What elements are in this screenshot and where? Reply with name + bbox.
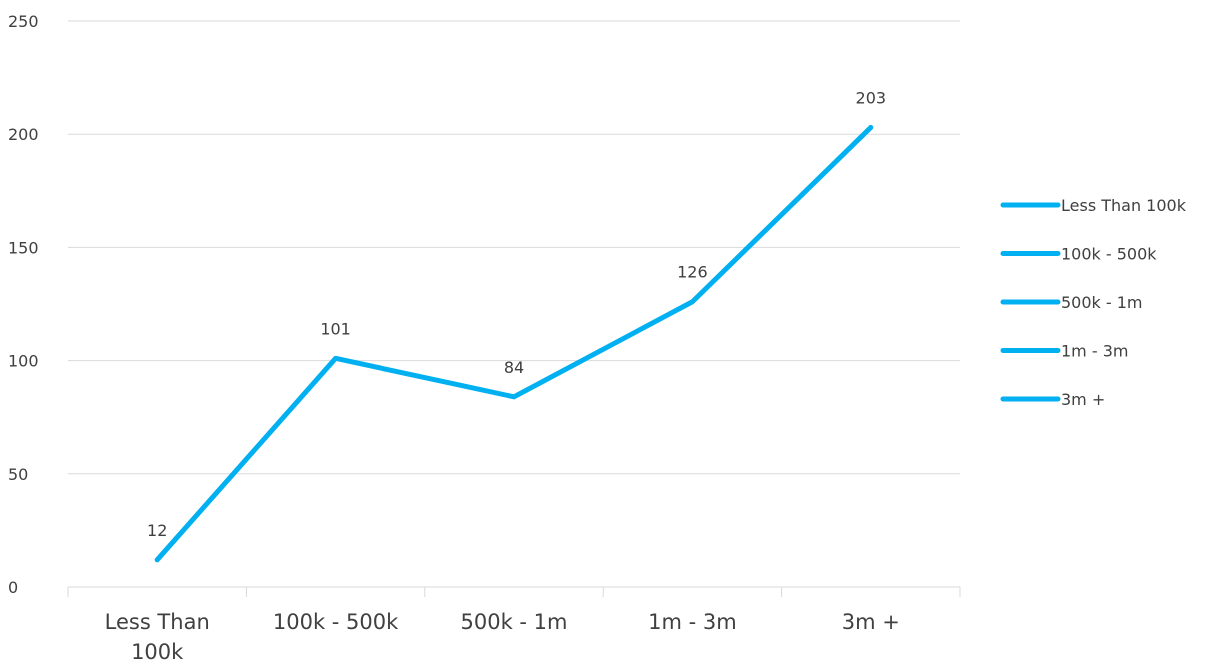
y-tick-label: 100 <box>8 352 39 371</box>
legend-entry: 1m - 3m <box>1000 342 1128 361</box>
x-tick-label: 500k - 1m <box>461 610 568 634</box>
legend-label: 3m + <box>1061 390 1105 409</box>
data-label: 12 <box>147 521 167 540</box>
legend-label: 100k - 500k <box>1061 245 1157 264</box>
y-tick-label: 200 <box>8 125 39 144</box>
y-tick-label: 150 <box>8 238 39 257</box>
y-tick-label: 250 <box>8 12 39 31</box>
data-labels: 12 101 84 126 203 <box>147 88 886 539</box>
grid-lines <box>68 20 960 475</box>
y-tick-label: 0 <box>8 578 18 597</box>
legend-entry: Less Than 100k <box>1000 196 1187 215</box>
data-label: 84 <box>504 358 524 377</box>
legend-label: Less Than 100k <box>1061 196 1187 215</box>
data-label: 126 <box>677 263 708 282</box>
legend-label: 1m - 3m <box>1061 342 1128 361</box>
x-tick-label: 3m + <box>842 610 900 634</box>
series-lines <box>154 124 874 563</box>
y-tick-label: 50 <box>8 465 28 484</box>
series-line <box>154 124 874 563</box>
x-axis-tick-labels: Less Than 100k 100k - 500k 500k - 1m 1m - 3m… <box>105 610 900 664</box>
legend-entry: 500k - 1m <box>1000 293 1143 312</box>
x-axis <box>67 586 961 597</box>
x-tick-label: 100k - 500k <box>273 610 399 634</box>
y-axis-tick-labels: 0 50 100 150 200 250 <box>8 12 39 597</box>
legend-entry: 100k - 500k <box>1000 245 1157 264</box>
data-label: 203 <box>856 88 887 107</box>
x-tick-label: 1m - 3m <box>648 610 737 634</box>
legend-label: 500k - 1m <box>1061 293 1143 312</box>
data-label: 101 <box>320 319 351 338</box>
x-tick-label: Less Than 100k <box>105 610 210 664</box>
legend: Less Than 100k 100k - 500k 500k - 1m 1m - 3… <box>1000 196 1187 409</box>
legend-entry: 3m + <box>1000 390 1105 409</box>
